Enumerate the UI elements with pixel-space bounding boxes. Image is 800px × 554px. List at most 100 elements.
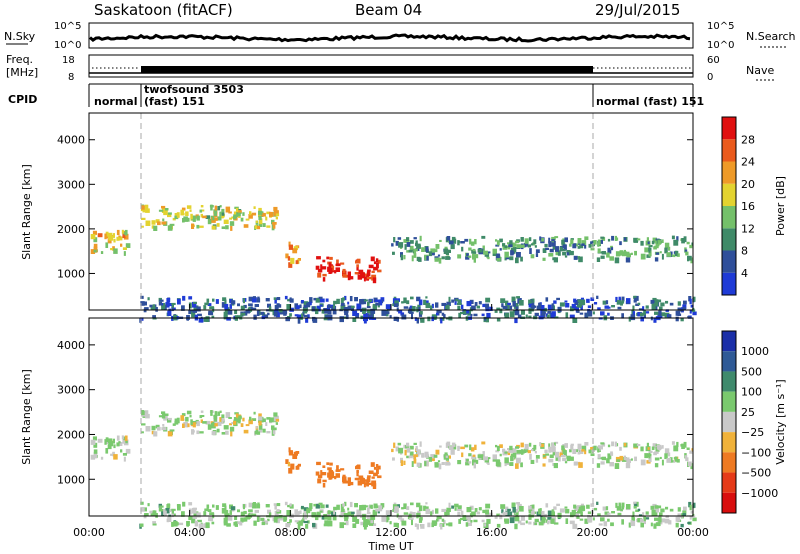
power-echo-cell (176, 212, 180, 218)
power-echo-cell (392, 251, 395, 255)
power-echo-cell (359, 299, 364, 305)
power-echo-cell (256, 310, 260, 316)
velocity-echo-cell (172, 423, 176, 426)
velocity-echo-cell (547, 516, 552, 520)
velocity-echo-cell (292, 453, 298, 459)
velocity-echo-cell (495, 444, 498, 448)
velocity-echo-cell (352, 516, 358, 522)
velocity-echo-cell (157, 426, 161, 431)
velocity-echo-cell (285, 523, 290, 528)
power-echo-cell (273, 206, 278, 212)
velocity-echo-cell (408, 455, 413, 459)
power-echo-cell (559, 246, 563, 251)
velocity-echo-cell (227, 516, 233, 521)
velocity-echo-cell (224, 509, 229, 516)
power-echo-cell (155, 219, 160, 223)
power-echo-cell (541, 310, 546, 315)
velocity-echo-cell (283, 516, 287, 522)
velocity-echo-cell (637, 508, 641, 511)
power-echo-cell (430, 305, 433, 310)
velocity-echo-cell (431, 457, 435, 462)
velocity-echo-cell (389, 521, 392, 525)
power-echo-cell (316, 256, 321, 260)
velocity-echo-cell (317, 474, 323, 479)
power-echo-cell (494, 310, 498, 313)
velocity-echo-cell (637, 518, 642, 523)
velocity-echo-cell (509, 462, 514, 466)
velocity-echo-cell (200, 419, 203, 423)
power-echo-cell (637, 302, 641, 305)
power-echo-cell (472, 248, 476, 252)
velocity-echo-cell (178, 522, 184, 526)
velocity-echo-cell (288, 467, 293, 474)
velocity-echo-cell (176, 522, 179, 526)
velocity-echo-cell (152, 512, 156, 515)
velocity-echo-cell (397, 442, 402, 446)
power-echo-cell (538, 315, 544, 320)
power-y-tick-label: 3000 (57, 178, 85, 191)
power-echo-cell (122, 247, 127, 250)
power-echo-cell (590, 241, 594, 244)
velocity-echo-cell (326, 462, 330, 465)
power-echo-cell (351, 305, 354, 311)
velocity-echo-cell (142, 507, 147, 512)
power-echo-cell (378, 299, 383, 306)
power-echo-cell (428, 251, 432, 257)
power-echo-cell (215, 299, 219, 304)
power-echo-cell (578, 300, 583, 307)
power-echo-cell (192, 310, 197, 313)
velocity-echo-cell (431, 509, 434, 515)
power-echo-cell (403, 306, 409, 309)
noise-panel: N.Sky 10^5 10^0 10^5 10^0 N.Search (4, 21, 796, 51)
velocity-echo-cell (357, 480, 362, 486)
power-echo-cell (340, 302, 345, 307)
power-echo-cell (303, 314, 309, 318)
power-echo-cell (509, 256, 514, 261)
velocity-echo-cell (219, 410, 222, 413)
velocity-echo-cell (349, 501, 353, 508)
velocity-echo-cell (566, 457, 569, 461)
velocity-echo-cell (686, 447, 690, 450)
velocity-colorbar-swatch (722, 472, 736, 493)
velocity-echo-cell (689, 515, 692, 520)
power-echo-cell (619, 250, 624, 255)
velocity-echo-cell (191, 517, 196, 524)
velocity-echo-cell (689, 450, 693, 454)
velocity-echo-cell (481, 441, 486, 445)
power-echo-cell (596, 295, 599, 299)
power-echo-cell (626, 298, 631, 304)
power-echo-cell (373, 261, 377, 265)
velocity-echo-cell (104, 439, 107, 445)
power-echo-cell (309, 297, 313, 304)
power-echo-cell (352, 317, 357, 322)
velocity-echo-cell (687, 461, 692, 467)
velocity-echo-cell (333, 509, 336, 515)
power-echo-cell (267, 312, 270, 316)
power-echo-cell (322, 266, 327, 270)
velocity-echo-cell (181, 413, 186, 417)
velocity-echo-cell (164, 510, 167, 516)
power-echo-cell (301, 313, 304, 318)
cpid-segment-2-line2: (fast) 151 (144, 95, 205, 108)
power-echo-cell (237, 303, 240, 307)
power-echo-cell (167, 310, 172, 316)
power-echo-cell (165, 302, 170, 308)
power-echo-cell (545, 247, 549, 250)
power-echo-cell (190, 213, 193, 220)
power-echo-cell (448, 296, 451, 303)
velocity-echo-cell (665, 515, 669, 518)
power-echo-cell (618, 296, 621, 302)
velocity-echo-cell (584, 518, 589, 524)
power-echo-cell (164, 304, 167, 310)
velocity-echo-cell (234, 515, 238, 520)
velocity-echo-cell (466, 458, 469, 462)
power-colorbar-tick: 28 (741, 133, 755, 146)
velocity-echo-cell (371, 476, 375, 479)
power-echo-cell (225, 206, 231, 213)
velocity-echo-cell (403, 503, 407, 510)
power-echo-cell (689, 244, 693, 249)
velocity-echo-cell (460, 517, 465, 521)
velocity-echo-cell (293, 451, 298, 456)
power-echo-cell (251, 212, 257, 216)
power-echo-cell (684, 249, 688, 253)
